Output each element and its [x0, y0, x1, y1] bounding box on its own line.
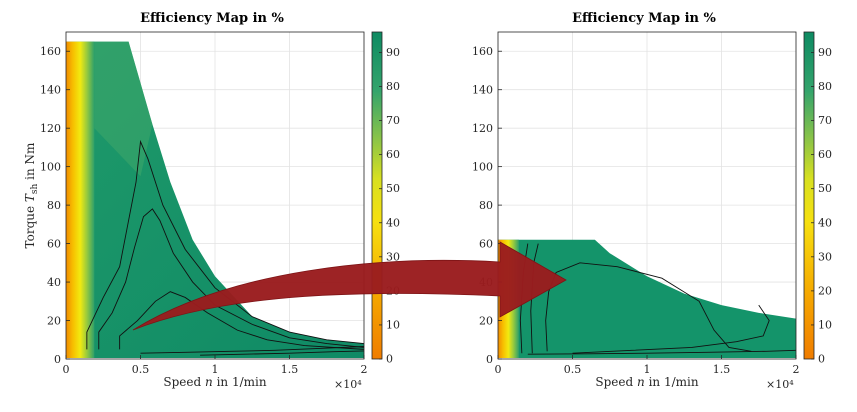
x-tick-label: 0 [495, 363, 502, 376]
y-tick-label: 100 [472, 161, 493, 174]
x-tick-label: 1 [212, 363, 219, 376]
colorbar-tick-label: 40 [386, 216, 400, 229]
x-exponent-label: ×10⁴ [766, 378, 794, 391]
efficiency-map-right: 00.511.52020406080100120140160×10⁴Effici… [472, 11, 832, 391]
x-tick-label: 2 [793, 363, 800, 376]
x-axis-label: Speed n in 1/min [595, 375, 698, 389]
y-axis-label-part: in Nm [23, 142, 37, 184]
colorbar-tick-label: 80 [386, 80, 400, 93]
y-tick-label: 120 [472, 122, 493, 135]
y-tick-label: 60 [47, 238, 61, 251]
y-tick-label: 140 [472, 84, 493, 97]
colorbar-tick-label: 10 [386, 318, 400, 331]
contour-line [119, 291, 365, 350]
x-tick-label: 1 [644, 363, 651, 376]
y-tick-label: 20 [479, 315, 493, 328]
x-axis-label-part: Speed [595, 375, 637, 389]
chart-title: Efficiency Map in % [572, 11, 716, 26]
colorbar-tick-label: 10 [818, 318, 832, 331]
x-tick-label: 1.5 [281, 363, 299, 376]
x-tick-label: 0.5 [132, 363, 150, 376]
low-speed-gradient [66, 41, 95, 359]
contour-line [98, 208, 365, 350]
contour-line [86, 139, 365, 350]
y-tick-label: 100 [40, 161, 61, 174]
colorbar-tick-label: 30 [386, 250, 400, 263]
colorbar-tick-label: 50 [818, 182, 832, 195]
chart-title: Efficiency Map in % [140, 11, 284, 26]
colorbar [803, 31, 815, 360]
x-axis-label: Speed n in 1/min [163, 375, 266, 389]
efficiency-region [498, 239, 796, 359]
x-exponent-label: ×10⁴ [334, 378, 362, 391]
upper-shade [94, 41, 153, 177]
colorbar-tick-label: 0 [386, 353, 393, 366]
y-tick-label: 20 [47, 315, 61, 328]
y-tick-label: 80 [47, 199, 61, 212]
x-tick-label: 0 [63, 363, 70, 376]
contour-line [200, 350, 365, 356]
x-tick-label: 0.5 [564, 363, 582, 376]
x-tick-label: 2 [361, 363, 368, 376]
x-axis-label-var: n [205, 375, 213, 389]
colorbar-tick-label: 0 [818, 353, 825, 366]
contour-line [572, 304, 770, 354]
colorbar-tick-label: 30 [818, 250, 832, 263]
colorbar-tick-label: 50 [386, 182, 400, 195]
colorbar-tick-label: 80 [818, 80, 832, 93]
y-tick-label: 0 [54, 353, 61, 366]
colorbar-tick-label: 90 [818, 46, 832, 59]
y-tick-label: 120 [40, 122, 61, 135]
y-axis-label-sub: sh [30, 183, 40, 194]
x-axis-label-part: in 1/min [213, 375, 267, 389]
y-tick-label: 160 [40, 45, 61, 58]
y-tick-label: 0 [486, 353, 493, 366]
colorbar-tick-label: 60 [386, 148, 400, 161]
y-tick-label: 140 [40, 84, 61, 97]
efficiency-map-left: 0 0.5 1 1.5 2020406080100120140160×10⁴Effici… [23, 11, 400, 391]
contour-line [140, 346, 365, 354]
colorbar [371, 31, 383, 360]
colorbar-tick-label: 40 [818, 216, 832, 229]
colorbar-tick-label: 20 [818, 284, 832, 297]
x-axis-label-var: n [637, 375, 645, 389]
colorbar-tick-label: 90 [386, 46, 400, 59]
y-tick-label: 40 [47, 276, 61, 289]
y-axis-label-part: Torque [23, 202, 37, 248]
x-tick-label: 1.5 [713, 363, 731, 376]
y-tick-label: 60 [479, 238, 493, 251]
y-tick-label: 80 [479, 199, 493, 212]
colorbar-tick-label: 60 [818, 148, 832, 161]
y-tick-label: 160 [472, 45, 493, 58]
y-axis-label-var: T [23, 193, 37, 202]
contour-line [545, 262, 752, 352]
colorbar-tick-label: 70 [386, 114, 400, 127]
transition-arrow [132, 241, 567, 331]
contour-line [527, 349, 797, 355]
x-axis-label-part: Speed [163, 375, 205, 389]
colorbar-tick-label: 70 [818, 114, 832, 127]
y-axis-label: Torque Tsh in Nm [23, 142, 40, 248]
x-axis-label-part: in 1/min [645, 375, 699, 389]
